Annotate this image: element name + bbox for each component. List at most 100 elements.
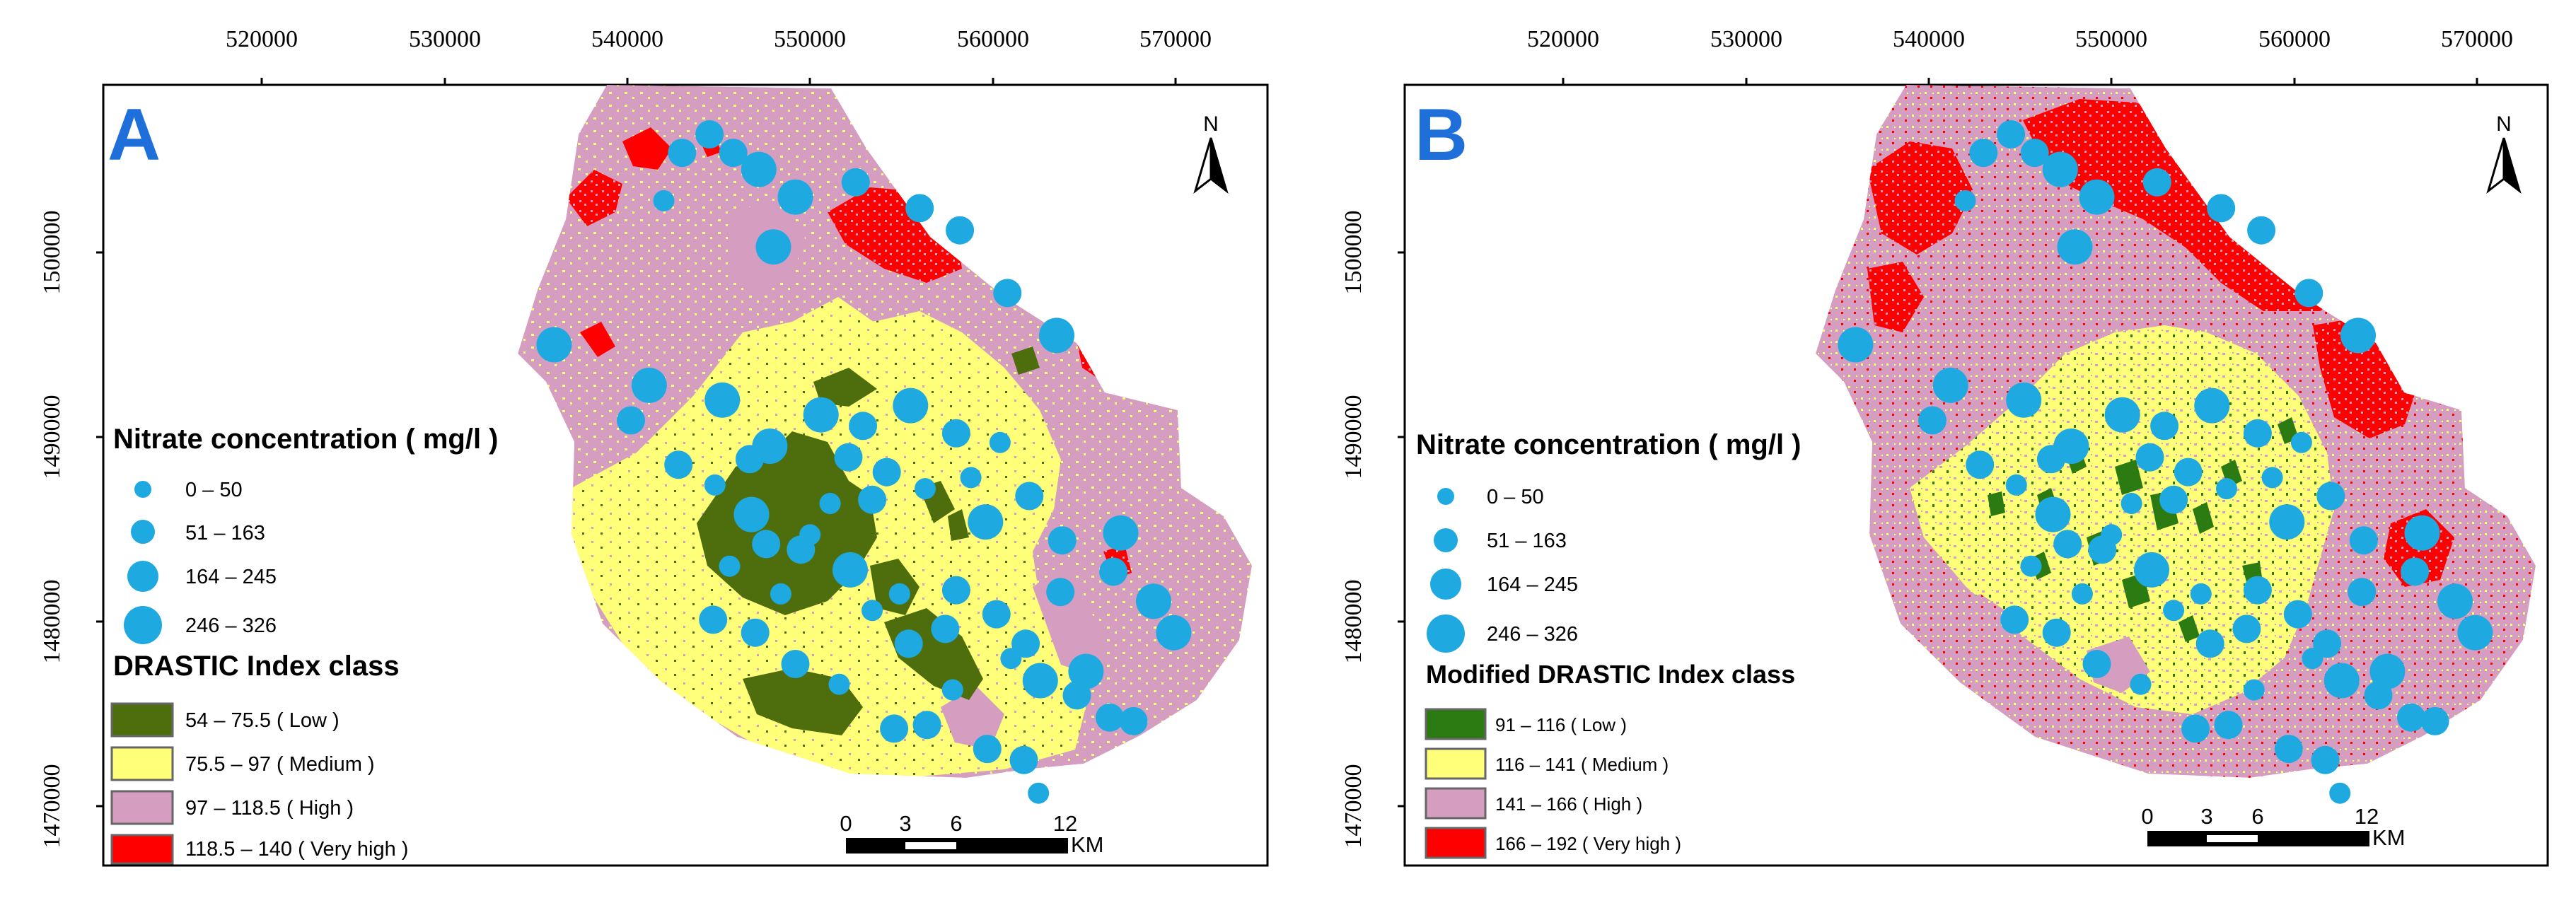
well-point [2283, 600, 2312, 629]
well-point [2135, 443, 2164, 472]
well-point [1022, 663, 1058, 699]
well-point [2348, 578, 2377, 607]
well-point [2207, 194, 2236, 223]
well-point [2101, 524, 2123, 546]
x-tick-label: 520000 [226, 26, 298, 52]
x-axis-ticks: 520000 530000 540000 550000 560000 57000… [226, 26, 1212, 85]
well-point [888, 583, 910, 605]
well-point [2349, 526, 2378, 555]
nitrate-legend-title: Nitrate concentration ( mg/l ) [113, 424, 499, 455]
nitrate-class-label: 164 – 245 [1487, 573, 1578, 596]
well-point [617, 406, 645, 435]
well-point [832, 552, 868, 588]
well-point [2071, 583, 2093, 605]
scale-bar: 0 3 6 12 KM [2141, 804, 2405, 850]
y-tick-label: 1470000 [1340, 764, 1367, 849]
well-point [2247, 216, 2276, 245]
well-point [704, 382, 741, 418]
well-points [1838, 120, 2493, 804]
well-point [2120, 493, 2142, 514]
well-point [719, 139, 748, 168]
well-point [2174, 458, 2203, 487]
north-arrow-icon: N [2486, 112, 2522, 194]
panel-letter: B [1415, 94, 1468, 176]
scale-bar: 0 3 6 12 KM [840, 811, 1103, 857]
well-point [2159, 485, 2188, 514]
well-point [799, 524, 821, 546]
well-point [735, 445, 764, 474]
well-point [2000, 605, 2029, 634]
x-tick-label: 540000 [591, 26, 663, 52]
index-class-label: 75.5 – 97 ( Medium ) [185, 753, 375, 776]
well-point [2150, 412, 2179, 441]
well-point [819, 493, 841, 514]
index-class-label: 166 – 192 ( Very high ) [1495, 833, 1681, 854]
y-axis-ticks: 1500000 1490000 1480000 1470000 [1340, 211, 1405, 849]
well-point [1068, 653, 1104, 689]
well-point [699, 605, 728, 634]
well-point [2036, 445, 2065, 474]
well-point [2057, 229, 2093, 265]
well-point [695, 120, 724, 148]
scale-label: 3 [2200, 804, 2212, 829]
well-point [1966, 450, 1995, 479]
well-point [931, 614, 960, 643]
well-point [828, 673, 850, 695]
well-point [2142, 168, 2171, 197]
index-class-label: 54 – 75.5 ( Low ) [185, 709, 340, 732]
well-point [777, 179, 813, 215]
well-point [741, 618, 770, 647]
well-point [2181, 714, 2210, 743]
well-point [993, 279, 1022, 308]
scale-label: 12 [1053, 811, 1077, 836]
well-point [915, 478, 936, 500]
well-point [2294, 279, 2323, 308]
well-point [982, 600, 1011, 629]
y-axis-ticks: 1500000 1490000 1480000 1470000 [39, 211, 103, 849]
well-point [2437, 583, 2473, 619]
well-point [1009, 745, 1038, 774]
well-point [849, 412, 878, 441]
well-point [841, 168, 870, 197]
well-point [2053, 530, 2082, 559]
nitrate-legend-title: Nitrate concentration ( mg/l ) [1416, 429, 1802, 460]
y-tick-label: 1480000 [1340, 580, 1367, 664]
well-point [2082, 650, 2111, 678]
class-low-area [697, 346, 1040, 735]
well-point [1000, 648, 1022, 670]
index-class-label: 116 – 141 ( Medium ) [1495, 754, 1669, 775]
well-point [2079, 179, 2115, 215]
well-point [2316, 482, 2345, 511]
x-tick-label: 550000 [774, 26, 846, 52]
well-point [1969, 139, 1998, 168]
scale-unit: KM [2372, 825, 2406, 850]
nitrate-class-label: 51 – 163 [1487, 530, 1567, 552]
well-point [704, 474, 726, 496]
nitrate-class-label: 0 – 50 [1487, 486, 1544, 508]
x-tick-label: 560000 [2258, 26, 2331, 52]
north-label: N [1203, 112, 1219, 136]
well-point [1932, 367, 1968, 403]
well-point [861, 600, 883, 622]
well-point [1011, 629, 1040, 658]
well-point [2035, 496, 2071, 532]
well-point [2243, 419, 2272, 448]
well-point [2163, 600, 2185, 622]
well-point [2274, 735, 2303, 764]
well-point [1838, 327, 1874, 363]
scale-label: 0 [2141, 804, 2153, 829]
well-point [2216, 478, 2237, 500]
well-point [2329, 782, 2351, 804]
well-point [968, 504, 1004, 540]
panel-letter: A [108, 94, 161, 176]
scale-label: 6 [950, 811, 962, 836]
nitrate-legend: Nitrate concentration ( mg/l ) 0 – 50 51… [113, 424, 499, 644]
nitrate-class-label: 246 – 326 [1487, 623, 1578, 646]
well-point [912, 711, 941, 740]
well-points [536, 120, 1192, 804]
well-point [1918, 406, 1946, 435]
well-point [2195, 629, 2224, 658]
y-tick-label: 1500000 [39, 211, 65, 295]
y-tick-label: 1490000 [1340, 395, 1367, 479]
